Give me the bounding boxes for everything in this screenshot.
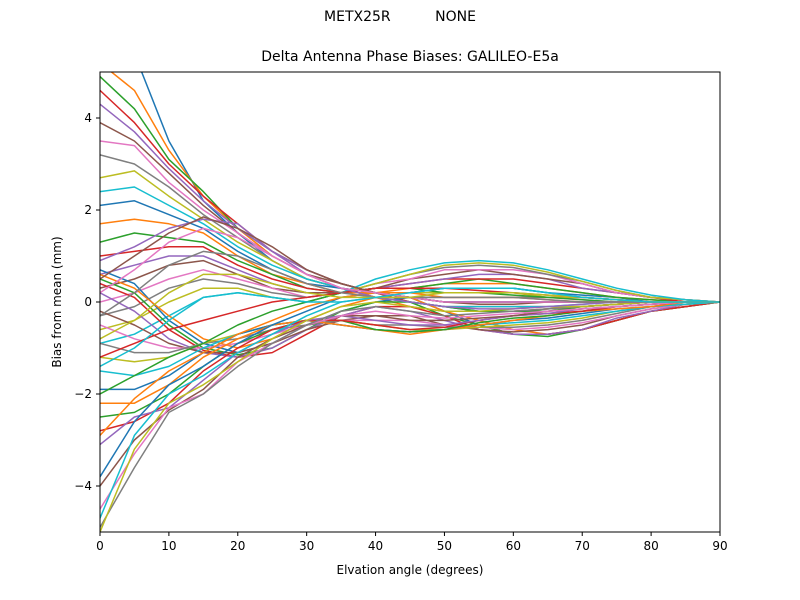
y-tick-label: −2 [74, 387, 92, 401]
x-tick-label: 40 [368, 539, 383, 553]
series-line-39 [100, 301, 720, 532]
series-line-40 [100, 296, 720, 519]
y-tick-label: 0 [84, 295, 92, 309]
suptitle-model: NONE [435, 9, 476, 25]
x-tick-label: 80 [643, 539, 658, 553]
x-tick-label: 90 [712, 539, 727, 553]
x-tick-label: 10 [161, 539, 176, 553]
suptitle-station: METX25R [324, 9, 391, 25]
x-tick-label: 20 [230, 539, 245, 553]
x-tick-label: 60 [506, 539, 521, 553]
figure-suptitle: METX25R NONE [0, 9, 800, 25]
x-tick-label: 50 [437, 539, 452, 553]
series-group [100, 72, 720, 532]
x-tick-label: 70 [575, 539, 590, 553]
x-axis: 0 10 20 30 40 50 60 70 80 90 [96, 532, 728, 553]
y-tick-label: 2 [84, 203, 92, 217]
series-line-50 [100, 287, 720, 368]
y-axis: −4 −2 0 2 4 [74, 111, 100, 493]
series-line-3 [100, 76, 720, 312]
y-tick-label: −4 [74, 479, 92, 493]
series-line-17 [100, 269, 720, 303]
x-tick-label: 0 [96, 539, 104, 553]
series-line-32 [100, 301, 720, 404]
series-line-37 [100, 301, 720, 510]
y-axis-label: Bias from mean (mm) [50, 236, 64, 367]
chart-title: Delta Antenna Phase Biases: GALILEO-E5a [261, 49, 559, 65]
x-axis-label: Elvation angle (degrees) [337, 563, 484, 577]
series-line-10 [100, 186, 720, 303]
series-line-19 [100, 262, 720, 331]
y-tick-label: 4 [84, 111, 92, 125]
x-tick-label: 30 [299, 539, 314, 553]
series-line-11 [100, 200, 720, 303]
